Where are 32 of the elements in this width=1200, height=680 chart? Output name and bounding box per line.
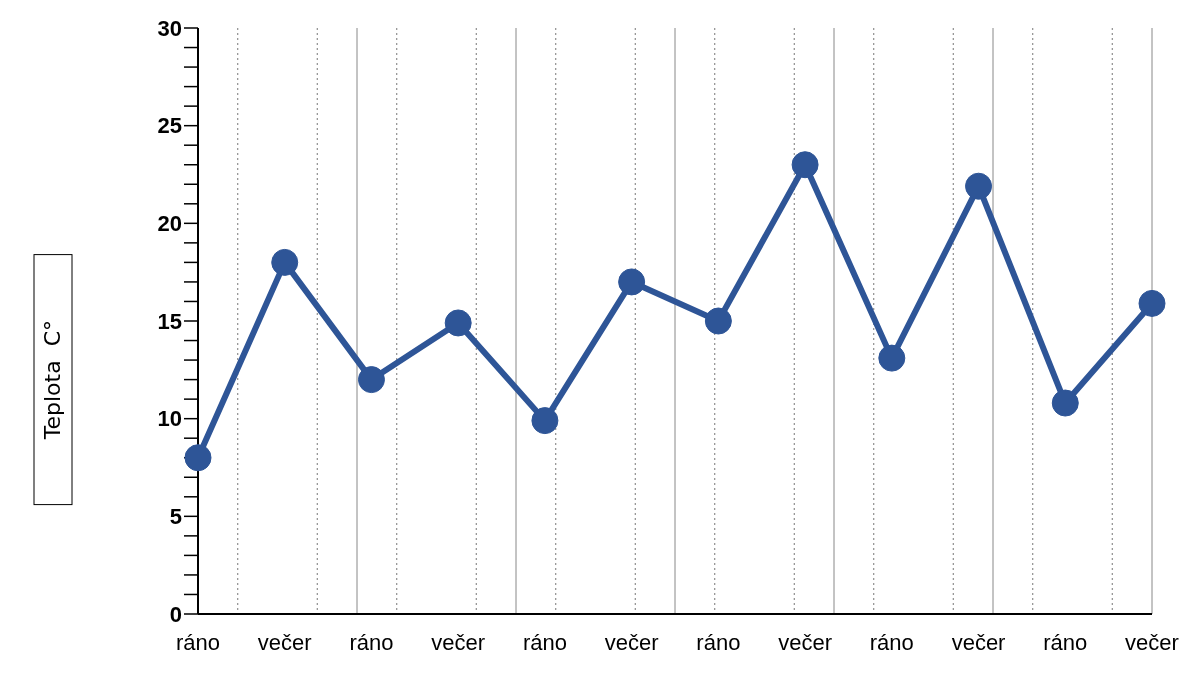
point (184, 444, 212, 472)
y-tick-label: 15 (157, 308, 182, 334)
x-tick-label: ráno (522, 629, 567, 655)
point (704, 307, 732, 335)
point (1138, 289, 1166, 317)
x-tick-label: večer (604, 629, 659, 655)
x-tick-label: večer (257, 629, 312, 655)
x-tick-label: ráno (1043, 629, 1088, 655)
x-tick-label: večer (778, 629, 832, 655)
x-tick-label: ráno (349, 629, 394, 655)
y-tick-label: 25 (157, 113, 182, 139)
y-axis-title: Teplota C° (40, 319, 66, 441)
x-tick-label: večer (951, 629, 1006, 655)
y-tick-label: 5 (169, 504, 182, 530)
point (444, 309, 472, 337)
y-tick-label: 10 (157, 406, 182, 432)
x-tick-label: večer (431, 629, 486, 655)
point (357, 366, 385, 394)
point (965, 172, 993, 200)
point (531, 407, 559, 435)
point (1051, 389, 1079, 417)
x-tick-label: ráno (175, 629, 221, 655)
x-tick-label: ráno (869, 629, 914, 655)
point (878, 344, 906, 372)
point (618, 268, 646, 296)
y-tick-label: 0 (169, 601, 182, 627)
x-tick-label: večer (1125, 629, 1179, 655)
y-tick-label: 20 (157, 211, 182, 237)
point (791, 151, 819, 179)
y-tick-label: 30 (157, 15, 182, 41)
x-tick-label: ráno (696, 629, 741, 655)
point (271, 248, 299, 276)
